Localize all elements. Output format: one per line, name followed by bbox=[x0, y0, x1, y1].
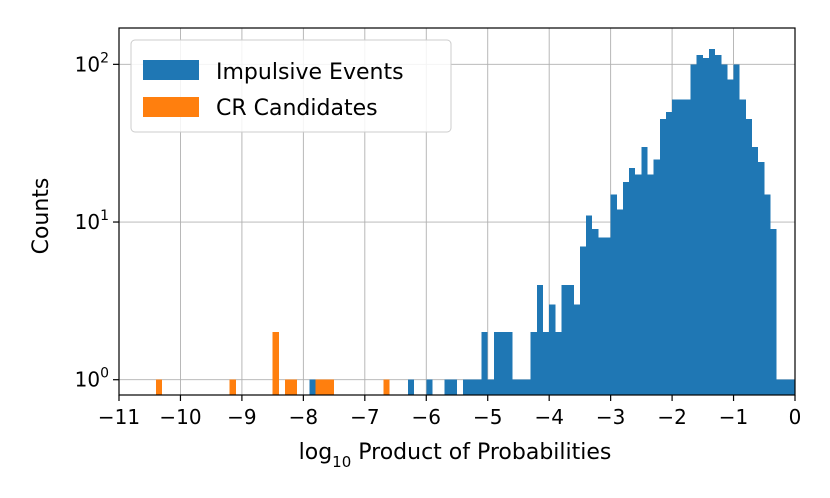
y-axis-label: Counts bbox=[29, 178, 54, 255]
bar-impulsive-events bbox=[702, 57, 709, 395]
bar-impulsive-events bbox=[721, 64, 728, 396]
bar-impulsive-events bbox=[469, 379, 476, 395]
bar-impulsive-events bbox=[450, 379, 457, 395]
bar-impulsive-events bbox=[776, 379, 783, 395]
bar-impulsive-events bbox=[678, 99, 685, 396]
bar-impulsive-events bbox=[715, 54, 722, 396]
bar-impulsive-events bbox=[463, 379, 470, 395]
bar-impulsive-events bbox=[407, 379, 414, 395]
bar-impulsive-events bbox=[696, 54, 703, 396]
histogram-bars bbox=[155, 49, 795, 396]
bar-impulsive-events bbox=[524, 379, 531, 395]
bar-impulsive-events bbox=[536, 284, 544, 395]
x-tick-label: −6 bbox=[412, 405, 441, 429]
plot-frame bbox=[118, 27, 796, 396]
bar-impulsive-events bbox=[641, 146, 648, 395]
bar-impulsive-events bbox=[708, 49, 716, 395]
bar-cr-candidates bbox=[291, 379, 298, 395]
bar-cr-candidates bbox=[155, 379, 163, 395]
bar-cr-candidates bbox=[327, 379, 335, 395]
bar-impulsive-events bbox=[622, 181, 630, 395]
x-tick-label: −4 bbox=[534, 405, 563, 429]
bar-impulsive-events bbox=[610, 194, 617, 395]
bar-impulsive-events bbox=[549, 304, 556, 395]
x-tick-label: −9 bbox=[227, 405, 256, 429]
bar-impulsive-events bbox=[604, 237, 611, 395]
bar-impulsive-events bbox=[500, 332, 507, 395]
bar-impulsive-events bbox=[739, 99, 746, 396]
bar-impulsive-events bbox=[690, 64, 697, 396]
bar-impulsive-events bbox=[764, 194, 771, 395]
y-tick-label: 100 bbox=[75, 366, 109, 392]
bar-impulsive-events bbox=[573, 304, 580, 395]
bar-impulsive-events bbox=[745, 119, 752, 395]
x-tick-label: −11 bbox=[98, 405, 140, 429]
bar-impulsive-events bbox=[561, 284, 568, 395]
bar-impulsive-events bbox=[426, 379, 433, 395]
bar-impulsive-events bbox=[751, 146, 759, 395]
bar-impulsive-events bbox=[506, 332, 513, 395]
bar-impulsive-events bbox=[672, 99, 679, 396]
x-tick-label: −1 bbox=[719, 405, 748, 429]
bar-impulsive-events bbox=[579, 246, 587, 395]
bar-cr-candidates bbox=[383, 379, 390, 395]
bar-impulsive-events bbox=[647, 174, 654, 395]
bar-impulsive-events bbox=[758, 162, 765, 395]
bar-impulsive-events bbox=[512, 379, 519, 395]
bar-cr-candidates bbox=[321, 379, 328, 395]
bar-impulsive-events bbox=[653, 159, 660, 395]
bar-impulsive-events bbox=[530, 332, 537, 395]
x-tick-label: −3 bbox=[596, 405, 625, 429]
bar-impulsive-events bbox=[733, 64, 740, 396]
bar-impulsive-events bbox=[629, 168, 636, 395]
bar-impulsive-events bbox=[586, 215, 593, 395]
bar-impulsive-events bbox=[555, 332, 562, 395]
bar-impulsive-events bbox=[659, 119, 666, 395]
bar-impulsive-events bbox=[518, 379, 525, 395]
bar-impulsive-events bbox=[592, 229, 599, 395]
bar-cr-candidates bbox=[284, 379, 292, 395]
legend: Impulsive Events CR Candidates bbox=[130, 39, 452, 133]
x-tick-label: −8 bbox=[289, 405, 318, 429]
bar-impulsive-events bbox=[684, 99, 691, 396]
x-tick-label: −10 bbox=[159, 405, 201, 429]
x-tick-label: −5 bbox=[473, 405, 502, 429]
bar-impulsive-events bbox=[444, 379, 451, 395]
bar-impulsive-events bbox=[487, 379, 494, 395]
x-axis-ticks: −11 −10 −9 −8 −7 −6 −5 −4 −3 −2 −1 0 bbox=[98, 395, 801, 429]
bar-impulsive-events bbox=[567, 284, 574, 395]
bar-impulsive-events bbox=[543, 332, 550, 395]
legend-box bbox=[130, 39, 452, 133]
y-tick-label: 102 bbox=[75, 50, 109, 76]
bar-impulsive-events bbox=[727, 79, 734, 395]
bar-impulsive-events bbox=[665, 111, 673, 396]
x-tick-label: 0 bbox=[789, 405, 802, 429]
bar-impulsive-events bbox=[770, 229, 777, 395]
bar-impulsive-events bbox=[635, 174, 642, 395]
y-tick-label: 101 bbox=[75, 208, 109, 234]
legend-swatch-cr-candidates bbox=[143, 97, 199, 117]
bar-cr-candidates bbox=[229, 379, 236, 395]
bar-impulsive-events bbox=[475, 379, 482, 395]
bar-impulsive-events bbox=[782, 379, 789, 395]
legend-swatch-impulsive-events bbox=[143, 60, 199, 80]
bar-impulsive-events bbox=[616, 209, 623, 395]
bar-impulsive-events bbox=[788, 379, 795, 395]
bar-cr-candidates bbox=[272, 332, 279, 395]
bar-impulsive-events bbox=[309, 379, 316, 395]
x-tick-label: −2 bbox=[657, 405, 686, 429]
legend-label-impulsive-events: Impulsive Events bbox=[216, 60, 404, 85]
y-axis-ticks: 100 101 102 bbox=[75, 50, 119, 392]
bar-impulsive-events bbox=[598, 237, 605, 395]
legend-label-cr-candidates: CR Candidates bbox=[216, 96, 378, 121]
bar-impulsive-events bbox=[481, 332, 488, 395]
x-tick-label: −7 bbox=[350, 405, 379, 429]
x-axis-label: log10 Product of Probabilities bbox=[299, 440, 612, 471]
bar-impulsive-events bbox=[493, 332, 501, 395]
bar-cr-candidates bbox=[315, 379, 322, 395]
